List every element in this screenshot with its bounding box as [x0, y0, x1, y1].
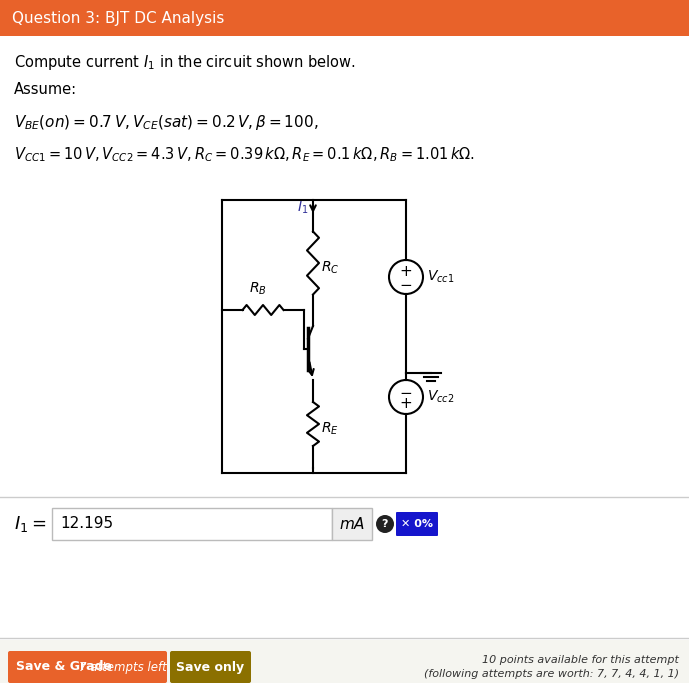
Text: $\mathit{V}_{BE}(on) = 0.7\,V, \mathit{V}_{CE}(sat) = 0.2\,V, \beta = 100,$: $\mathit{V}_{BE}(on) = 0.7\,V, \mathit{V…: [14, 113, 318, 132]
FancyBboxPatch shape: [170, 651, 251, 683]
FancyBboxPatch shape: [332, 508, 372, 540]
Text: ✕ 0%: ✕ 0%: [401, 519, 433, 529]
Text: Compute current $\mathit{I}_1$ in the circuit shown below.: Compute current $\mathit{I}_1$ in the ci…: [14, 53, 356, 72]
Text: $V_{cc1}$: $V_{cc1}$: [427, 269, 455, 285]
Text: 10 points available for this attempt: 10 points available for this attempt: [482, 655, 679, 665]
Text: $V_{cc2}$: $V_{cc2}$: [427, 389, 454, 405]
FancyBboxPatch shape: [0, 640, 689, 683]
Text: Assume:: Assume:: [14, 83, 77, 98]
Text: $-$: $-$: [400, 277, 413, 292]
Text: $\mathit{V}_{CC1} = 10\,V, \mathit{V}_{CC2} = 4.3\,V, R_C = 0.39\,k\Omega, R_E =: $\mathit{V}_{CC1} = 10\,V, \mathit{V}_{C…: [14, 145, 475, 165]
Text: Save only: Save only: [176, 660, 245, 673]
Text: $R_E$: $R_E$: [321, 421, 339, 437]
Text: $\mathit{I}_1 =$: $\mathit{I}_1 =$: [14, 514, 46, 534]
Text: ?: ?: [382, 519, 388, 529]
FancyBboxPatch shape: [396, 512, 438, 536]
Text: $\mathit{I}_1$: $\mathit{I}_1$: [297, 200, 308, 217]
Text: (following attempts are worth: 7, 7, 4, 4, 1, 1): (following attempts are worth: 7, 7, 4, …: [424, 669, 679, 679]
Text: $R_B$: $R_B$: [249, 281, 267, 297]
FancyBboxPatch shape: [52, 508, 332, 540]
Text: Save & Grade: Save & Grade: [16, 660, 112, 673]
FancyBboxPatch shape: [8, 651, 167, 683]
Text: $R_C$: $R_C$: [321, 260, 340, 276]
FancyBboxPatch shape: [0, 0, 689, 36]
Circle shape: [376, 515, 394, 533]
Text: 7 attempts left: 7 attempts left: [79, 660, 167, 673]
Text: +: +: [400, 264, 413, 279]
Text: Question 3: BJT DC Analysis: Question 3: BJT DC Analysis: [12, 10, 225, 25]
Text: $-$: $-$: [400, 383, 413, 398]
Text: +: +: [400, 397, 413, 411]
Text: 12.195: 12.195: [60, 516, 113, 531]
Text: $mA$: $mA$: [339, 516, 365, 532]
